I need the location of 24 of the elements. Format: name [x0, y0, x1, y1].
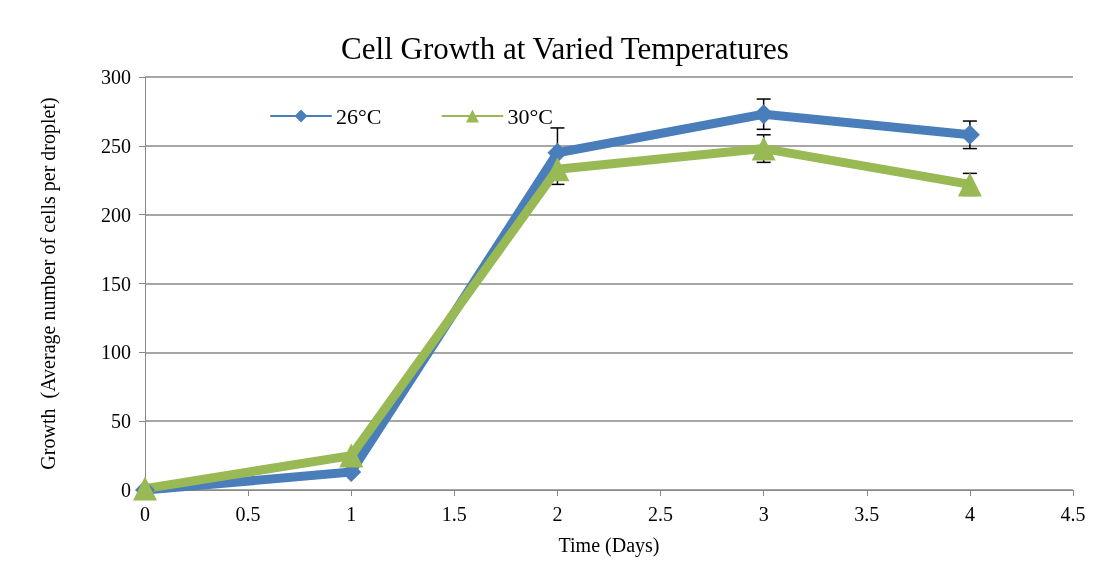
point — [957, 172, 982, 197]
y-tick-label: 150 — [101, 272, 131, 295]
y-tick-label: 50 — [111, 410, 131, 433]
legend-label: 30°C — [507, 103, 553, 129]
y-tick-label: 0 — [121, 479, 131, 501]
y-axis-title: Growth (Average number of cells per droplet) — [37, 97, 60, 470]
y-tick-label: 250 — [101, 134, 131, 157]
x-tick-label: 3.5 — [854, 503, 880, 525]
x-tick-label: 1 — [346, 503, 357, 525]
x-tick-label: 4 — [964, 503, 975, 525]
y-tick-label: 100 — [101, 341, 131, 364]
x-tick-label: 0.5 — [235, 503, 261, 525]
x-tick-label: 2 — [552, 503, 563, 525]
x-tick-label: 2.5 — [648, 503, 674, 525]
point — [339, 443, 364, 468]
x-tick-label: 1.5 — [441, 503, 467, 525]
y-tick-label: 300 — [101, 66, 131, 88]
legend-label: 26°C — [336, 103, 382, 129]
chart-title: Cell Growth at Varied Temperatures — [341, 31, 789, 66]
x-tick-label: 4.5 — [1060, 503, 1086, 525]
x-axis-title: Time (Days) — [558, 534, 660, 557]
x-tick-label: 3 — [758, 503, 769, 525]
x-tick-label: 0 — [140, 503, 150, 525]
y-tick-label: 200 — [101, 203, 131, 226]
